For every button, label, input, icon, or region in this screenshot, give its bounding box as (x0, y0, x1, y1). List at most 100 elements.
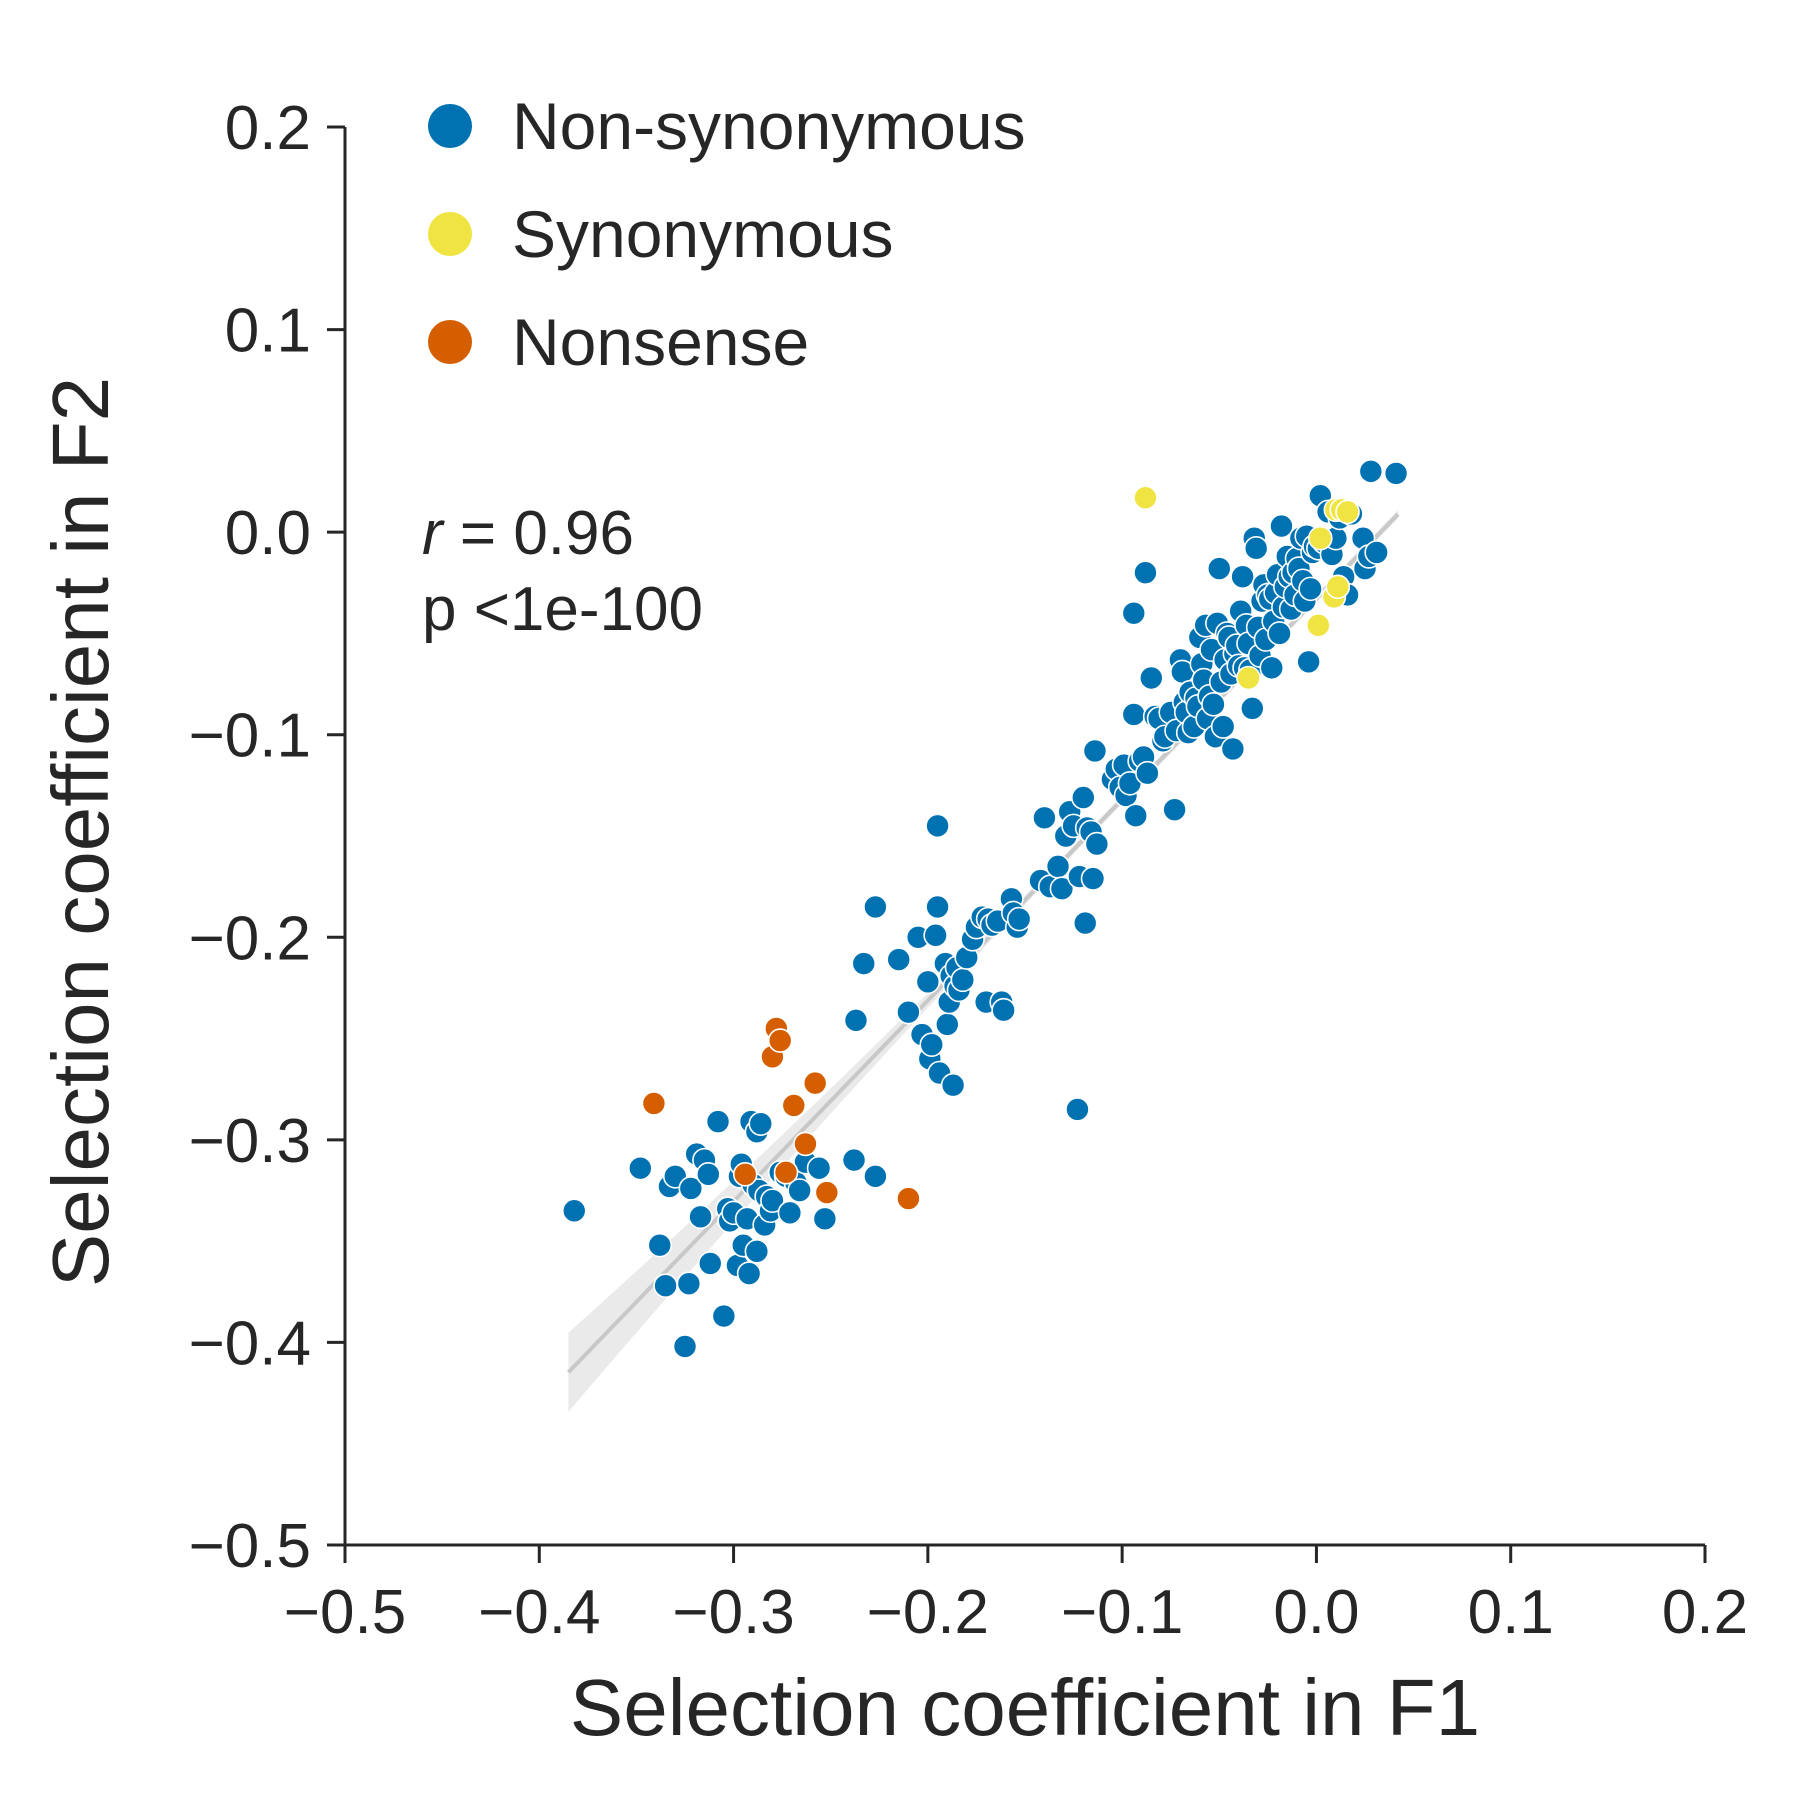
non-synonymous-point (787, 1178, 812, 1203)
y-tick-label: −0.4 (189, 1309, 311, 1378)
non-synonymous-point (1220, 736, 1246, 762)
non-synonymous-point (1045, 854, 1071, 879)
x-ticks: −0.5 −0.4 −0.3 −0.2 −0.1 0.0 0.1 0.2 (284, 1545, 1748, 1647)
non-synonymous-point (925, 813, 950, 839)
x-tick-label: 0.1 (1468, 1578, 1554, 1647)
non-synonymous-point (777, 1200, 803, 1226)
non-synonymous-point (1049, 876, 1075, 901)
synonymous-point (1325, 574, 1351, 600)
non-synonymous-point (1201, 692, 1226, 717)
axes: −0.5 −0.4 −0.3 −0.2 −0.1 0.0 0.1 0.2 −0.5 −0.4 −0… (36, 94, 1748, 1752)
synonymous-point (1236, 665, 1261, 691)
non-synonymous-point (1080, 866, 1106, 891)
non-synonymous-point (696, 1161, 721, 1187)
x-tick-label: 0.2 (1662, 1578, 1748, 1647)
r-symbol: r (422, 499, 445, 568)
nonsense-point (773, 1159, 799, 1185)
non-synonymous-point (653, 1273, 678, 1299)
non-synonymous-point (1210, 714, 1236, 739)
nonsense-point (781, 1093, 807, 1118)
legend-marker-synonymous (428, 212, 472, 256)
nonsense-point (641, 1091, 667, 1116)
non-synonymous-point (1006, 906, 1032, 932)
non-synonymous-point (1072, 910, 1098, 936)
non-synonymous-point (1084, 831, 1110, 857)
x-tick-label: −0.4 (478, 1578, 600, 1647)
series-synonymous (1133, 485, 1360, 691)
non-synonymous-point (1240, 696, 1265, 721)
non-synonymous-point (915, 969, 941, 995)
synonymous-point (1308, 525, 1333, 551)
x-axis-label: Selection coefficient in F1 (570, 1663, 1480, 1752)
y-axis-label: Selection coefficient in F2 (36, 377, 125, 1287)
non-synonymous-point (697, 1251, 723, 1276)
y-tick-label: 0.1 (225, 297, 311, 366)
non-synonymous-point (1135, 760, 1160, 786)
nonsense-point (767, 1028, 793, 1053)
y-tick-label: −0.5 (189, 1512, 311, 1581)
non-synonymous-point (1298, 576, 1323, 602)
non-synonymous-point (711, 1303, 737, 1329)
non-synonymous-point (1269, 513, 1294, 539)
non-synonymous-point (934, 1012, 960, 1037)
non-synonymous-point (851, 951, 877, 976)
non-synonymous-point (1133, 560, 1158, 585)
nonsense-point (896, 1186, 921, 1211)
non-synonymous-point (1070, 785, 1096, 810)
non-synonymous-point (1364, 540, 1389, 565)
non-synonymous-point (1082, 738, 1108, 764)
non-synonymous-point (1358, 459, 1384, 484)
non-synonymous-point (843, 1008, 869, 1033)
non-synonymous-point (647, 1232, 673, 1258)
legend-label-nonsense: Nonsense (512, 305, 809, 379)
nonsense-point (732, 1161, 758, 1187)
non-synonymous-point (676, 1271, 702, 1296)
x-tick-label: −0.5 (284, 1578, 406, 1647)
points-layer (561, 459, 1409, 1359)
nonsense-point (802, 1070, 828, 1096)
non-synonymous-point (760, 1188, 785, 1213)
x-tick-label: 0.0 (1273, 1578, 1359, 1647)
non-synonymous-point (1267, 621, 1292, 646)
non-synonymous-point (688, 1204, 713, 1230)
non-synonymous-point (1123, 803, 1149, 829)
non-synonymous-point (886, 947, 912, 972)
non-synonymous-point (1121, 600, 1147, 626)
non-synonymous-point (1259, 655, 1285, 681)
non-synonymous-point (841, 1147, 867, 1173)
non-synonymous-point (919, 1032, 945, 1057)
legend: Non-synonymous Synonymous Nonsense (428, 89, 1026, 379)
non-synonymous-point (1383, 461, 1409, 486)
y-tick-label: 0.2 (225, 94, 311, 163)
y-tick-label: −0.3 (189, 1107, 311, 1176)
y-ticks: −0.5 −0.4 −0.3 −0.2 −0.1 0.0 0.1 0.2 (189, 94, 345, 1581)
non-synonymous-point (925, 894, 950, 920)
x-tick-label: −0.2 (867, 1578, 989, 1647)
nonsense-point (793, 1131, 818, 1157)
legend-label-synonymous: Synonymous (512, 197, 894, 271)
non-synonymous-point (1032, 805, 1057, 831)
x-tick-label: −0.1 (1061, 1578, 1183, 1647)
y-tick-label: −0.2 (189, 904, 311, 973)
non-synonymous-point (991, 997, 1016, 1023)
non-synonymous-point (1065, 1097, 1090, 1122)
non-synonymous-point (1138, 665, 1164, 691)
non-synonymous-point (705, 1109, 731, 1134)
non-synonymous-point (940, 1072, 966, 1098)
series-non-synonymous (561, 459, 1409, 1359)
non-synonymous-point (812, 1206, 838, 1232)
synonymous-point (1306, 613, 1331, 638)
non-synonymous-point (748, 1111, 774, 1136)
non-synonymous-point (1296, 649, 1321, 675)
non-synonymous-point (1162, 797, 1187, 822)
non-synonymous-point (628, 1155, 653, 1181)
correlation-annotation: r = 0.96 p <1e-100 (422, 499, 703, 644)
nonsense-point (814, 1180, 840, 1205)
non-synonymous-point (561, 1198, 587, 1224)
legend-marker-non-synonymous (428, 104, 472, 148)
non-synonymous-point (736, 1261, 762, 1286)
non-synonymous-point (1206, 556, 1232, 581)
series-nonsense (641, 1016, 921, 1211)
